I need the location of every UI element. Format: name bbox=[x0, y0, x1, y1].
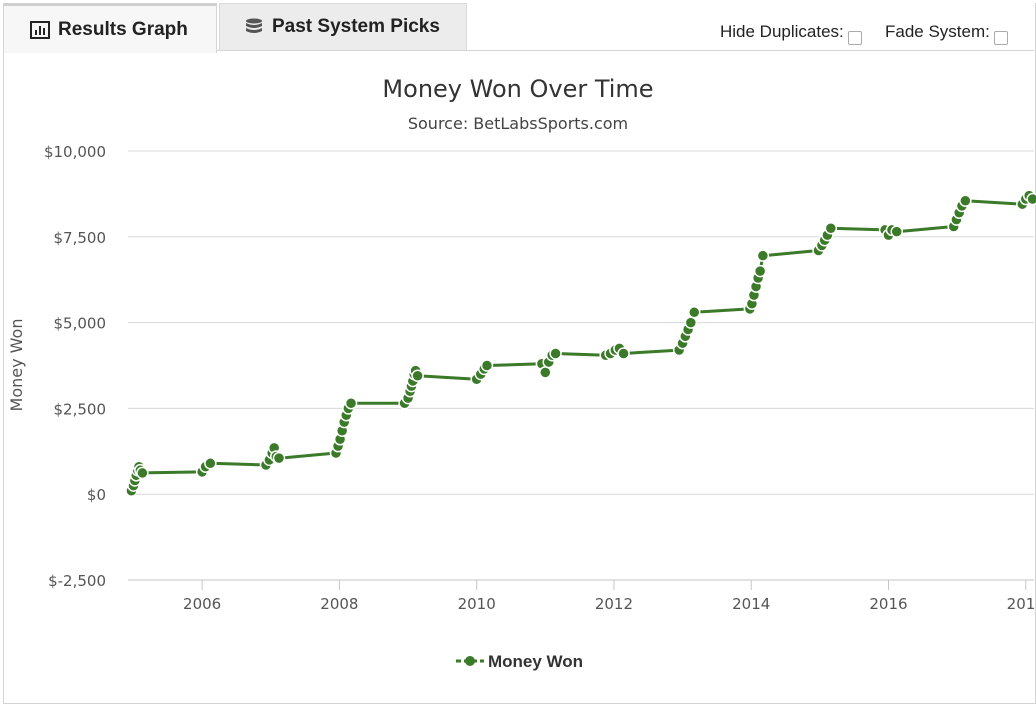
data-point[interactable] bbox=[411, 369, 424, 383]
data-point[interactable] bbox=[272, 451, 286, 465]
y-tick-label: $5,000 bbox=[54, 315, 107, 333]
x-tick-label: 2006 bbox=[183, 595, 221, 613]
y-tick-label: $0 bbox=[87, 486, 106, 504]
series-line-money-won bbox=[130, 194, 1034, 492]
bar-chart-icon bbox=[30, 20, 50, 39]
x-tick-label: 2012 bbox=[595, 595, 633, 613]
y-tick-label: $10,000 bbox=[44, 143, 106, 161]
data-point[interactable] bbox=[136, 466, 149, 480]
data-point[interactable] bbox=[549, 347, 562, 360]
tab-results-graph-label: Results Graph bbox=[58, 18, 188, 40]
data-point[interactable] bbox=[344, 397, 358, 410]
fade-system-checkbox[interactable] bbox=[993, 31, 1008, 45]
tab-past-system-picks-label: Past System Picks bbox=[272, 16, 440, 37]
x-tick-label: 2018 bbox=[1007, 595, 1036, 613]
hide-duplicates-label: Hide Duplicates: bbox=[720, 22, 844, 41]
hide-duplicates-checkbox[interactable] bbox=[847, 31, 862, 45]
data-point[interactable] bbox=[684, 316, 698, 329]
x-tick-label: 2016 bbox=[869, 595, 907, 613]
data-point[interactable] bbox=[688, 306, 701, 319]
y-tick-label: $-2,500 bbox=[48, 572, 106, 590]
x-tick-label: 2014 bbox=[732, 595, 770, 613]
data-point[interactable] bbox=[480, 359, 494, 372]
data-point[interactable] bbox=[1026, 192, 1036, 206]
chart-title: Money Won Over Time bbox=[382, 75, 653, 103]
tab-past-system-picks[interactable]: Past System Picks bbox=[219, 3, 467, 51]
data-point[interactable] bbox=[756, 249, 770, 262]
chart-panel bbox=[3, 3, 1036, 704]
legend-label-money-won[interactable]: Money Won bbox=[488, 652, 583, 671]
x-tick-label: 2010 bbox=[458, 595, 496, 613]
x-tick-label: 2008 bbox=[320, 595, 358, 613]
data-point[interactable] bbox=[890, 225, 903, 238]
data-point[interactable] bbox=[617, 347, 630, 360]
data-point[interactable] bbox=[824, 221, 838, 235]
y-tick-label: $2,500 bbox=[54, 400, 107, 418]
database-icon bbox=[246, 18, 262, 33]
data-point[interactable] bbox=[753, 264, 767, 278]
data-point[interactable] bbox=[539, 366, 552, 379]
tab-bar: Results Graph Past System Picks Hide Dup… bbox=[0, 0, 1036, 53]
tab-divider bbox=[217, 50, 1034, 51]
data-point[interactable] bbox=[959, 194, 972, 208]
chart-subtitle: Source: BetLabsSports.com bbox=[408, 114, 628, 133]
hide-duplicates-option: Hide Duplicates: bbox=[720, 22, 862, 45]
data-point[interactable] bbox=[204, 457, 217, 470]
y-tick-label: $7,500 bbox=[54, 229, 107, 247]
fade-system-label: Fade System: bbox=[885, 22, 990, 41]
fade-system-option: Fade System: bbox=[885, 22, 1008, 45]
y-axis-title: Money Won bbox=[7, 319, 26, 412]
legend-marker-money-won[interactable] bbox=[465, 656, 475, 666]
tab-results-graph[interactable]: Results Graph bbox=[3, 3, 217, 53]
